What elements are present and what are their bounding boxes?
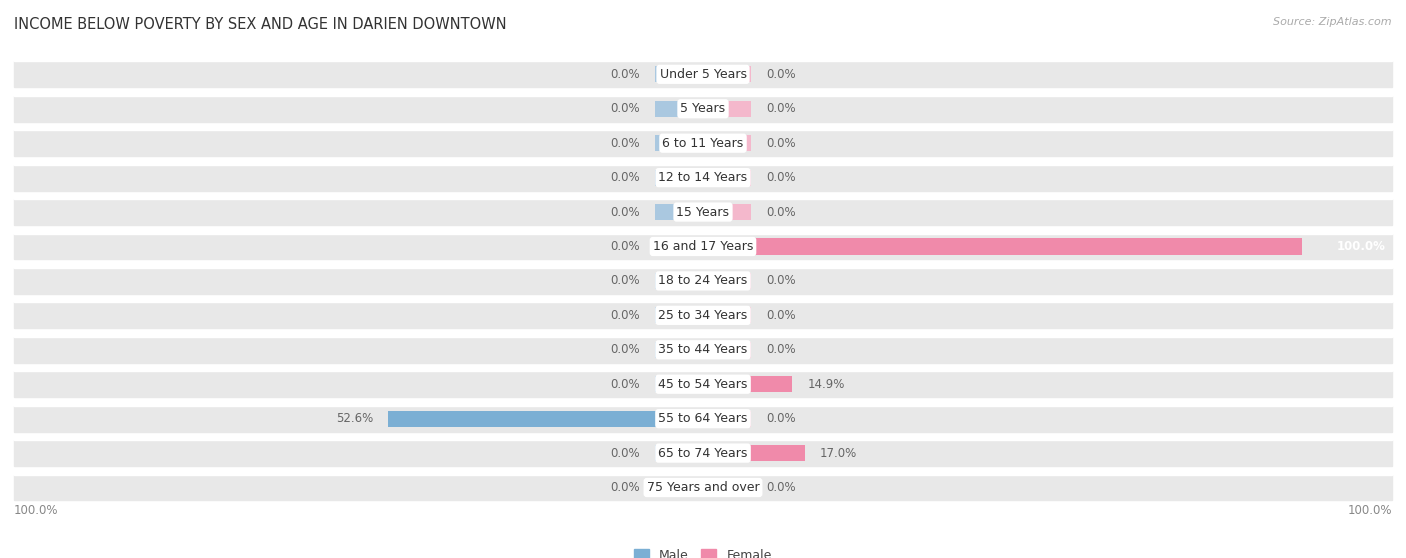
Bar [655,273,703,289]
Text: 0.0%: 0.0% [766,481,796,494]
Bar [655,307,703,324]
Text: 0.0%: 0.0% [610,240,640,253]
Text: 16 and 17 Years: 16 and 17 Years [652,240,754,253]
Bar [14,302,1392,328]
Bar [655,135,703,151]
Bar [703,66,751,83]
Text: 100.0%: 100.0% [14,504,59,517]
Bar [703,445,804,461]
Text: 55 to 64 Years: 55 to 64 Years [658,412,748,425]
Bar [703,411,751,427]
Bar [655,376,703,392]
Bar [14,130,1392,156]
Bar [14,96,1392,122]
Text: 12 to 14 Years: 12 to 14 Years [658,171,748,184]
Text: 0.0%: 0.0% [610,205,640,219]
Bar [388,411,703,427]
Text: 0.0%: 0.0% [610,378,640,391]
Bar [703,204,751,220]
Text: 35 to 44 Years: 35 to 44 Years [658,343,748,357]
Bar [703,100,751,117]
Text: 100.0%: 100.0% [1337,240,1386,253]
Text: 25 to 34 Years: 25 to 34 Years [658,309,748,322]
Bar [703,170,751,186]
Bar [655,238,703,254]
Text: 52.6%: 52.6% [336,412,373,425]
Text: 0.0%: 0.0% [766,137,796,150]
Bar [655,66,703,83]
Text: 0.0%: 0.0% [766,171,796,184]
Bar [655,341,703,358]
Text: 6 to 11 Years: 6 to 11 Years [662,137,744,150]
Bar [703,307,751,324]
Bar [14,199,1392,225]
Text: 0.0%: 0.0% [610,137,640,150]
Bar [703,479,751,496]
Bar [14,438,1392,440]
Text: 75 Years and over: 75 Years and over [647,481,759,494]
Legend: Male, Female: Male, Female [630,544,776,558]
Text: 0.0%: 0.0% [610,309,640,322]
Text: INCOME BELOW POVERTY BY SEX AND AGE IN DARIEN DOWNTOWN: INCOME BELOW POVERTY BY SEX AND AGE IN D… [14,17,506,32]
Text: 65 to 74 Years: 65 to 74 Years [658,446,748,460]
Bar [14,61,1392,87]
Bar [14,268,1392,294]
Bar [14,234,1392,259]
Text: 0.0%: 0.0% [766,343,796,357]
Bar [14,369,1392,371]
Bar [14,371,1392,397]
Bar [655,170,703,186]
Bar [14,94,1392,96]
Bar [14,128,1392,130]
Text: 18 to 24 Years: 18 to 24 Years [658,275,748,287]
Text: 0.0%: 0.0% [766,68,796,81]
Text: 0.0%: 0.0% [766,275,796,287]
Bar [655,445,703,461]
Bar [14,475,1392,501]
Bar [14,165,1392,190]
Text: Under 5 Years: Under 5 Years [659,68,747,81]
Text: 0.0%: 0.0% [610,446,640,460]
Text: 0.0%: 0.0% [766,102,796,116]
Text: 0.0%: 0.0% [610,68,640,81]
Text: 15 Years: 15 Years [676,205,730,219]
Bar [703,376,792,392]
Bar [703,135,751,151]
Text: 17.0%: 17.0% [820,446,858,460]
Bar [14,473,1392,475]
Text: 14.9%: 14.9% [807,378,845,391]
Bar [703,341,751,358]
Text: 45 to 54 Years: 45 to 54 Years [658,378,748,391]
Bar [14,266,1392,268]
Bar [14,337,1392,363]
Bar [703,238,1302,254]
Bar [14,335,1392,337]
Text: 0.0%: 0.0% [766,205,796,219]
Text: 0.0%: 0.0% [610,343,640,357]
Bar [14,162,1392,165]
Text: 0.0%: 0.0% [610,275,640,287]
Text: 0.0%: 0.0% [610,481,640,494]
Bar [655,204,703,220]
Bar [655,100,703,117]
Bar [14,59,1392,61]
Text: Source: ZipAtlas.com: Source: ZipAtlas.com [1274,17,1392,27]
Text: 0.0%: 0.0% [766,309,796,322]
Text: 0.0%: 0.0% [610,171,640,184]
Bar [14,403,1392,406]
Text: 5 Years: 5 Years [681,102,725,116]
Text: 100.0%: 100.0% [1347,504,1392,517]
Bar [14,232,1392,234]
Bar [14,197,1392,199]
Bar [14,406,1392,431]
Bar [655,479,703,496]
Bar [14,440,1392,466]
Bar [703,273,751,289]
Bar [14,300,1392,302]
Text: 0.0%: 0.0% [766,412,796,425]
Text: 0.0%: 0.0% [610,102,640,116]
